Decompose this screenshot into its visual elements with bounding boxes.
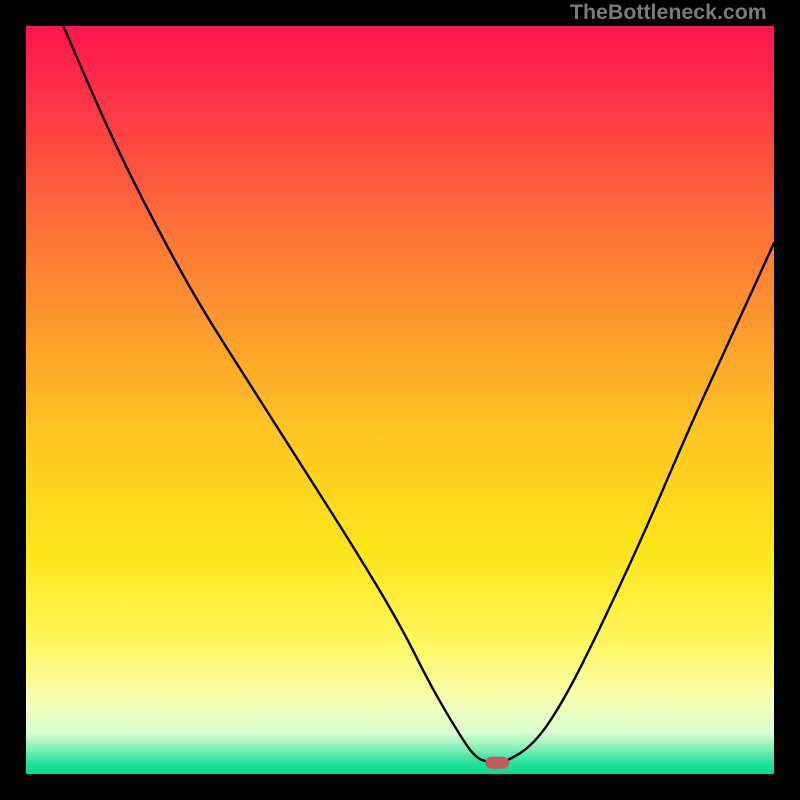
minimum-marker [485,757,509,769]
chart-svg [26,26,774,774]
plot-area [26,26,774,774]
chart-container: TheBottleneck.com [0,0,800,800]
gradient-background [26,26,774,774]
watermark-text: TheBottleneck.com [570,0,767,25]
